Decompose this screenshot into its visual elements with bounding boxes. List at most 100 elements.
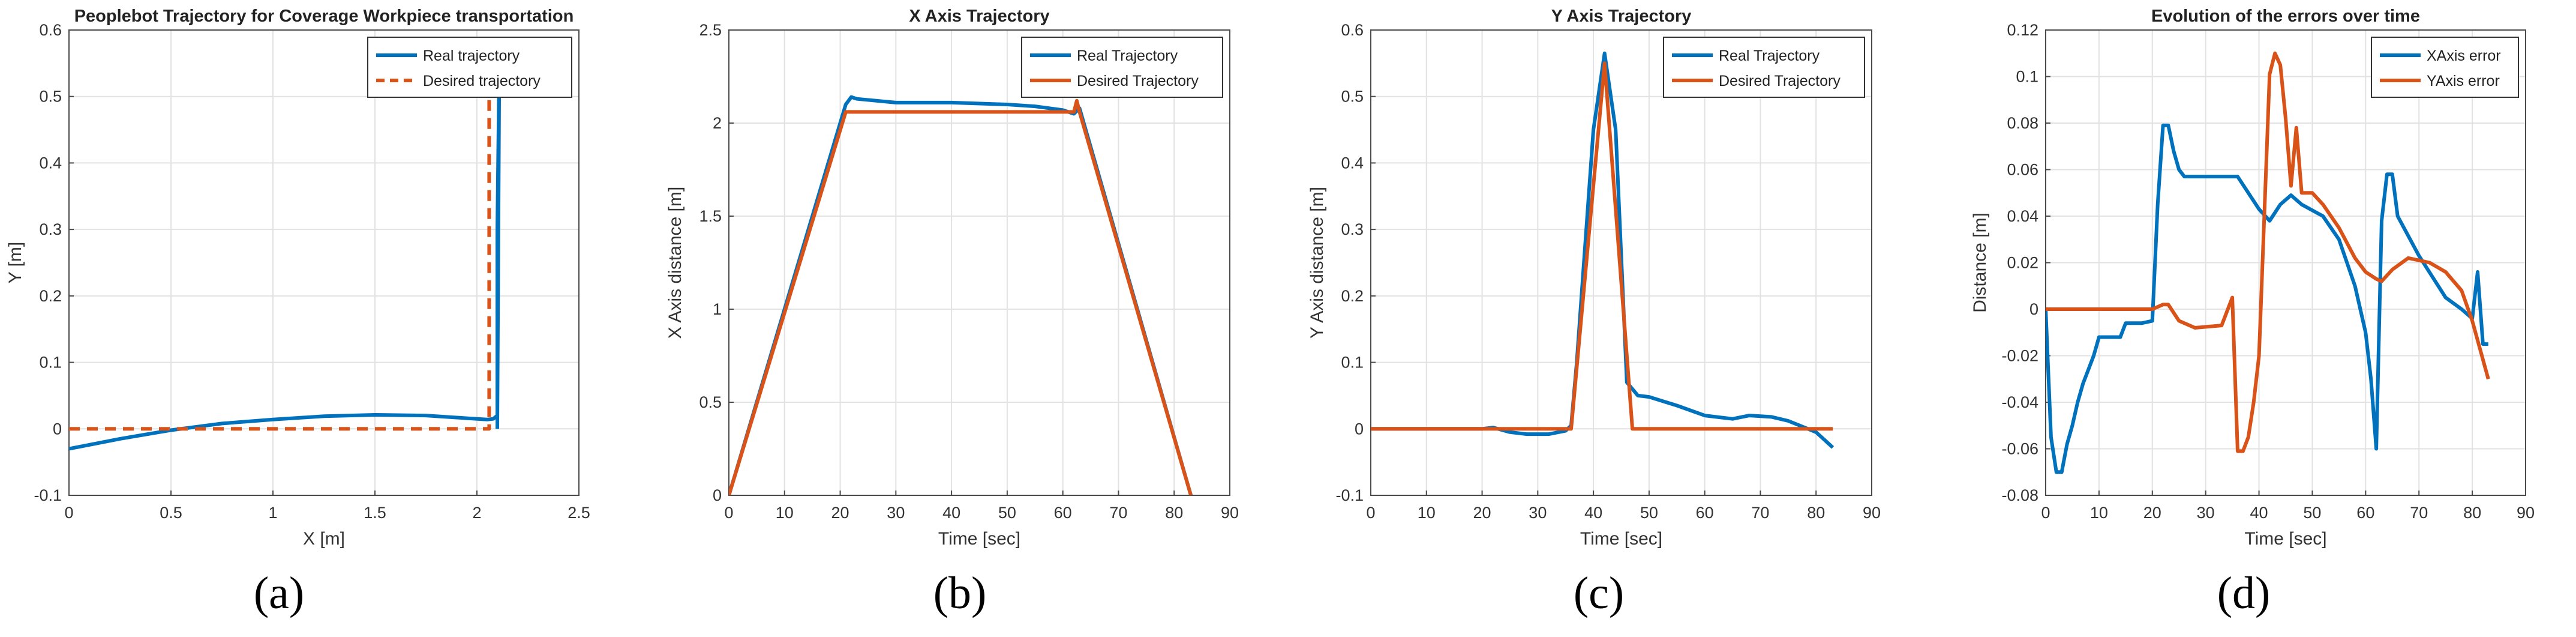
series-line-real xyxy=(729,95,1193,495)
legend: XAxis error YAxis error xyxy=(2371,37,2519,98)
x-tick-label: 10 xyxy=(1418,504,1436,522)
y-tick-label: 0 xyxy=(53,420,62,438)
x-tick-label: 10 xyxy=(776,504,794,522)
series-line-desired xyxy=(729,98,1193,495)
y-tick-label: 0.12 xyxy=(2007,21,2038,39)
legend-label: Desired Trajectory xyxy=(1077,73,1199,89)
y-tick-label: 1 xyxy=(713,300,722,318)
y-tick-label: 0.1 xyxy=(39,354,62,372)
x-tick-label: 1 xyxy=(268,504,277,522)
x-tick-label: 90 xyxy=(1863,504,1881,522)
y-axis-label: Distance [m] xyxy=(1970,213,1990,313)
legend-label: YAxis error xyxy=(2427,73,2500,89)
chart-title: Y Axis Trajectory xyxy=(1551,7,1692,26)
legend-box xyxy=(2371,37,2519,98)
y-tick-label: 2 xyxy=(713,114,722,132)
axes-box xyxy=(68,29,580,496)
x-axis-label: Time [sec] xyxy=(1580,529,1662,549)
y-tick-label: 0.6 xyxy=(1341,21,1364,39)
y-tick-label: 0.5 xyxy=(1341,88,1364,106)
x-tick-label: 90 xyxy=(1221,504,1239,522)
y-tick-label: 0.08 xyxy=(2007,114,2038,132)
x-tick-label: 2 xyxy=(472,504,481,522)
x-tick-label: 50 xyxy=(2303,504,2321,522)
y-tick-label: 0.3 xyxy=(39,220,62,238)
y-tick-label: 2.5 xyxy=(699,21,722,39)
x-tick-label: 60 xyxy=(1696,504,1714,522)
y-tick-label: -0.08 xyxy=(2001,486,2038,504)
y-tick-label: 0 xyxy=(713,486,722,504)
y-tick-label: 0.5 xyxy=(699,393,722,411)
legend: Real Trajectory Desired Trajectory xyxy=(1021,37,1223,98)
x-tick-label: 20 xyxy=(831,504,849,522)
y-axis-label: Y [m] xyxy=(5,242,25,283)
y-tick-label: 0.3 xyxy=(1341,220,1364,238)
x-axis-label: Time [sec] xyxy=(938,529,1020,549)
y-tick-label: 0 xyxy=(1355,420,1364,438)
x-tick-label: 30 xyxy=(887,504,905,522)
x-tick-label: 50 xyxy=(998,504,1016,522)
y-tick-label: -0.1 xyxy=(34,486,62,504)
x-tick-label: 10 xyxy=(2090,504,2108,522)
x-axis-label: Time [sec] xyxy=(2244,529,2326,549)
x-tick-label: 2.5 xyxy=(568,504,590,522)
x-tick-label: 0 xyxy=(724,504,733,522)
series-line-desired xyxy=(69,63,491,431)
x-tick-label: 20 xyxy=(1473,504,1491,522)
x-axis-label: X [m] xyxy=(303,529,345,549)
x-tick-label: 80 xyxy=(2463,504,2481,522)
y-tick-label: 1.5 xyxy=(699,207,722,225)
y-tick-label: -0.1 xyxy=(1335,486,1364,504)
series-line-desired xyxy=(1371,61,1833,431)
y-tick-label: 0.04 xyxy=(2007,207,2038,225)
chart-4: 0 10 20 30 40 50 60 70 80 90 -0.08 -0.06 -0.04 -0.02 0… xyxy=(1970,7,2535,549)
axes-box xyxy=(1370,29,1872,496)
chart-2: 0 10 20 30 40 50 60 70 80 90 0 0.5 1 1.5 2 2.5 X Axis Tr… xyxy=(665,7,1239,549)
series-line-real xyxy=(1371,51,1835,449)
panel-label-c: (c) xyxy=(1573,568,1625,618)
legend-label: Real Trajectory xyxy=(1719,47,1820,64)
y-tick-label: 0.1 xyxy=(2016,68,2038,86)
x-tick-label: 30 xyxy=(1529,504,1547,522)
legend-box xyxy=(367,37,572,98)
x-tick-label: 1.5 xyxy=(364,504,386,522)
legend-label: XAxis error xyxy=(2427,47,2501,64)
panel-label-a: (a) xyxy=(253,568,305,618)
chart-title: Evolution of the errors over time xyxy=(2151,7,2420,26)
legend-box xyxy=(1021,37,1223,98)
x-tick-label: 0 xyxy=(64,504,73,522)
y-tick-label: 0 xyxy=(2029,300,2038,318)
axes-box xyxy=(728,29,1230,496)
x-tick-label: 80 xyxy=(1807,504,1825,522)
x-tick-label: 20 xyxy=(2143,504,2161,522)
x-tick-label: 40 xyxy=(2250,504,2268,522)
y-tick-label: 0.02 xyxy=(2007,254,2038,272)
x-tick-label: 40 xyxy=(1584,504,1602,522)
legend-box xyxy=(1663,37,1865,98)
y-axis-label: X Axis distance [m] xyxy=(665,187,685,339)
x-tick-label: 0 xyxy=(2041,504,2050,522)
x-tick-label: 0.5 xyxy=(160,504,182,522)
chart-title: Peoplebot Trajectory for Coverage Workpi… xyxy=(74,7,574,26)
series-line-real xyxy=(2046,123,2488,474)
legend: Real Trajectory Desired Trajectory xyxy=(1663,37,1865,98)
y-tick-label: 0.06 xyxy=(2007,161,2038,179)
legend-label: Desired trajectory xyxy=(423,73,541,89)
x-tick-label: 30 xyxy=(2197,504,2215,522)
x-tick-label: 40 xyxy=(942,504,960,522)
chart-1: 0 0.5 1 1.5 2 2.5-0.100.10.20.30.40.50.6Peopl… xyxy=(5,7,590,549)
x-tick-label: 70 xyxy=(2410,504,2428,522)
y-tick-label: -0.02 xyxy=(2001,347,2038,365)
legend-label: Real Trajectory xyxy=(1077,47,1178,64)
y-tick-label: 0.4 xyxy=(1341,154,1364,172)
chart-3: 0 10 20 30 40 50 60 70 80 90-0.100.10.20.30.40.50… xyxy=(1307,7,1881,549)
series-line-desired xyxy=(2046,51,2490,453)
series-line-real xyxy=(69,51,502,451)
y-axis-label: Y Axis distance [m] xyxy=(1307,187,1327,339)
y-tick-label: -0.04 xyxy=(2001,393,2038,411)
legend: Real trajectory Desired trajectory xyxy=(367,37,572,98)
chart-title: X Axis Trajectory xyxy=(909,7,1049,26)
panel-label-b: (b) xyxy=(933,568,987,618)
y-tick-label: 0.2 xyxy=(1341,287,1364,305)
